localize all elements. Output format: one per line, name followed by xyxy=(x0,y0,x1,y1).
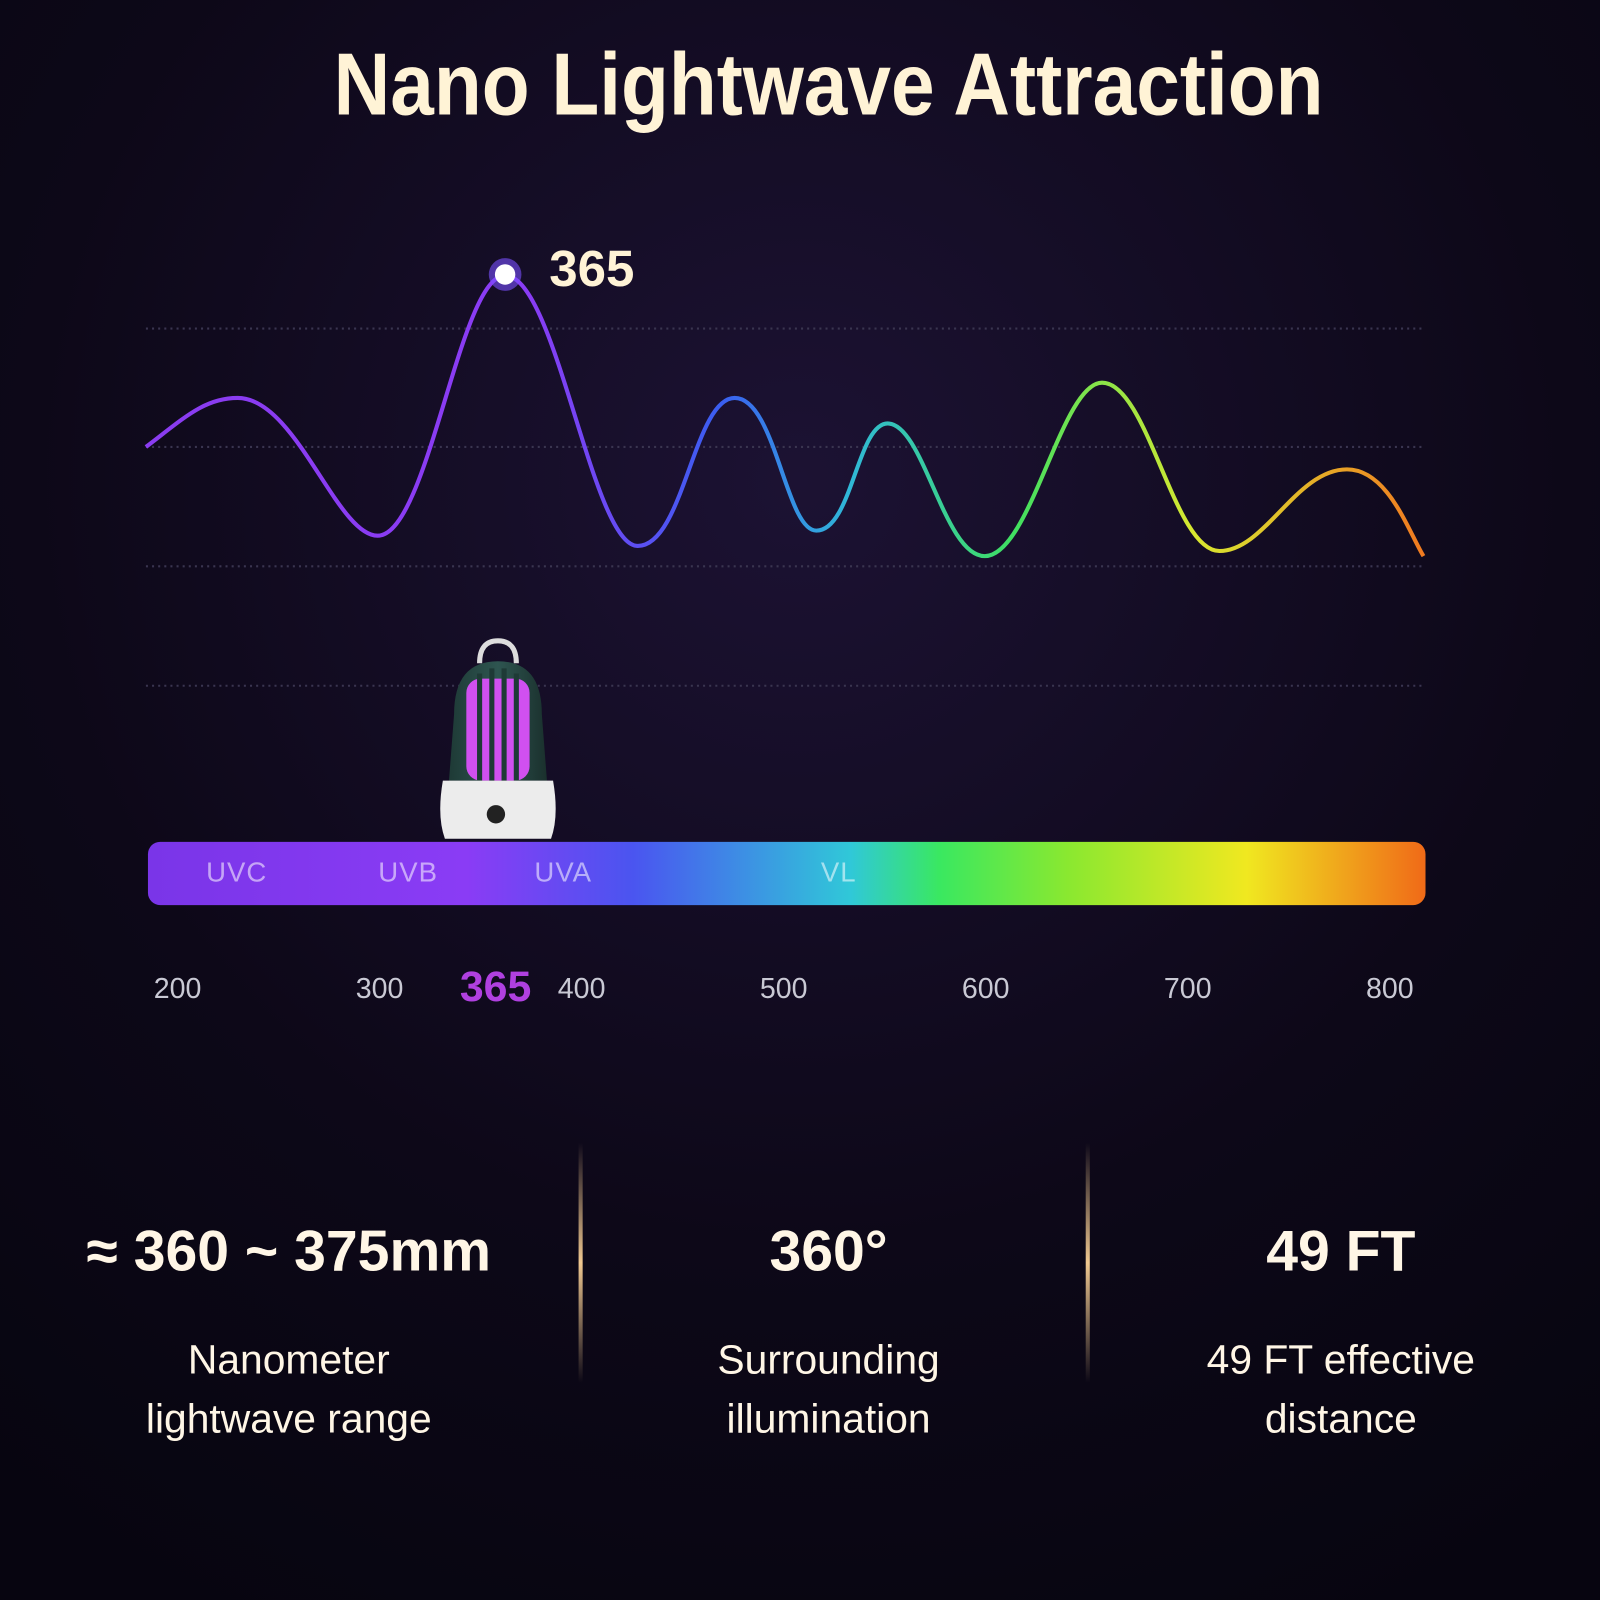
guide-lines xyxy=(145,327,1424,687)
divider xyxy=(1085,1142,1090,1383)
axis-tick-label: 700 xyxy=(1164,973,1212,1005)
title: Nano Lightwave Attraction xyxy=(334,35,1324,133)
axis-tick-label: 800 xyxy=(1366,973,1414,1005)
stat-value: 49 FT xyxy=(1266,1219,1415,1283)
axis: 200 300 400 500 600 700 800 365 xyxy=(154,963,1414,1011)
stats: ≈ 360 ~ 375mm Nanometer lightwave range … xyxy=(87,1219,1475,1441)
stat-description: Nanometer xyxy=(188,1336,390,1382)
peak-label: 365 xyxy=(549,240,634,297)
stat-value: 360° xyxy=(769,1219,887,1283)
band-label: UVA xyxy=(534,857,592,888)
band-label: UVB xyxy=(378,857,438,888)
stat-description: Surrounding xyxy=(717,1336,939,1382)
band-label: VL xyxy=(821,857,857,888)
wave xyxy=(144,273,1426,559)
lamp xyxy=(440,638,556,839)
axis-tick-label: 200 xyxy=(154,973,202,1005)
highlight-label: 365 xyxy=(460,963,531,1011)
divider xyxy=(578,1142,583,1383)
peak-dot xyxy=(494,264,516,285)
axis-tick-label: 400 xyxy=(558,973,606,1005)
axis-tick-label: 600 xyxy=(962,973,1010,1005)
stat-description: illumination xyxy=(727,1396,931,1442)
stat-description: lightwave range xyxy=(146,1396,432,1442)
spectrum-bar xyxy=(147,841,1426,906)
stat-value: ≈ 360 ~ 375mm xyxy=(87,1219,492,1283)
stat-description: distance xyxy=(1265,1396,1417,1442)
stat-description: 49 FT effective xyxy=(1207,1336,1475,1382)
axis-tick-label: 500 xyxy=(760,973,808,1005)
axis-tick-label: 300 xyxy=(356,973,404,1005)
band-label: UVC xyxy=(206,857,267,888)
